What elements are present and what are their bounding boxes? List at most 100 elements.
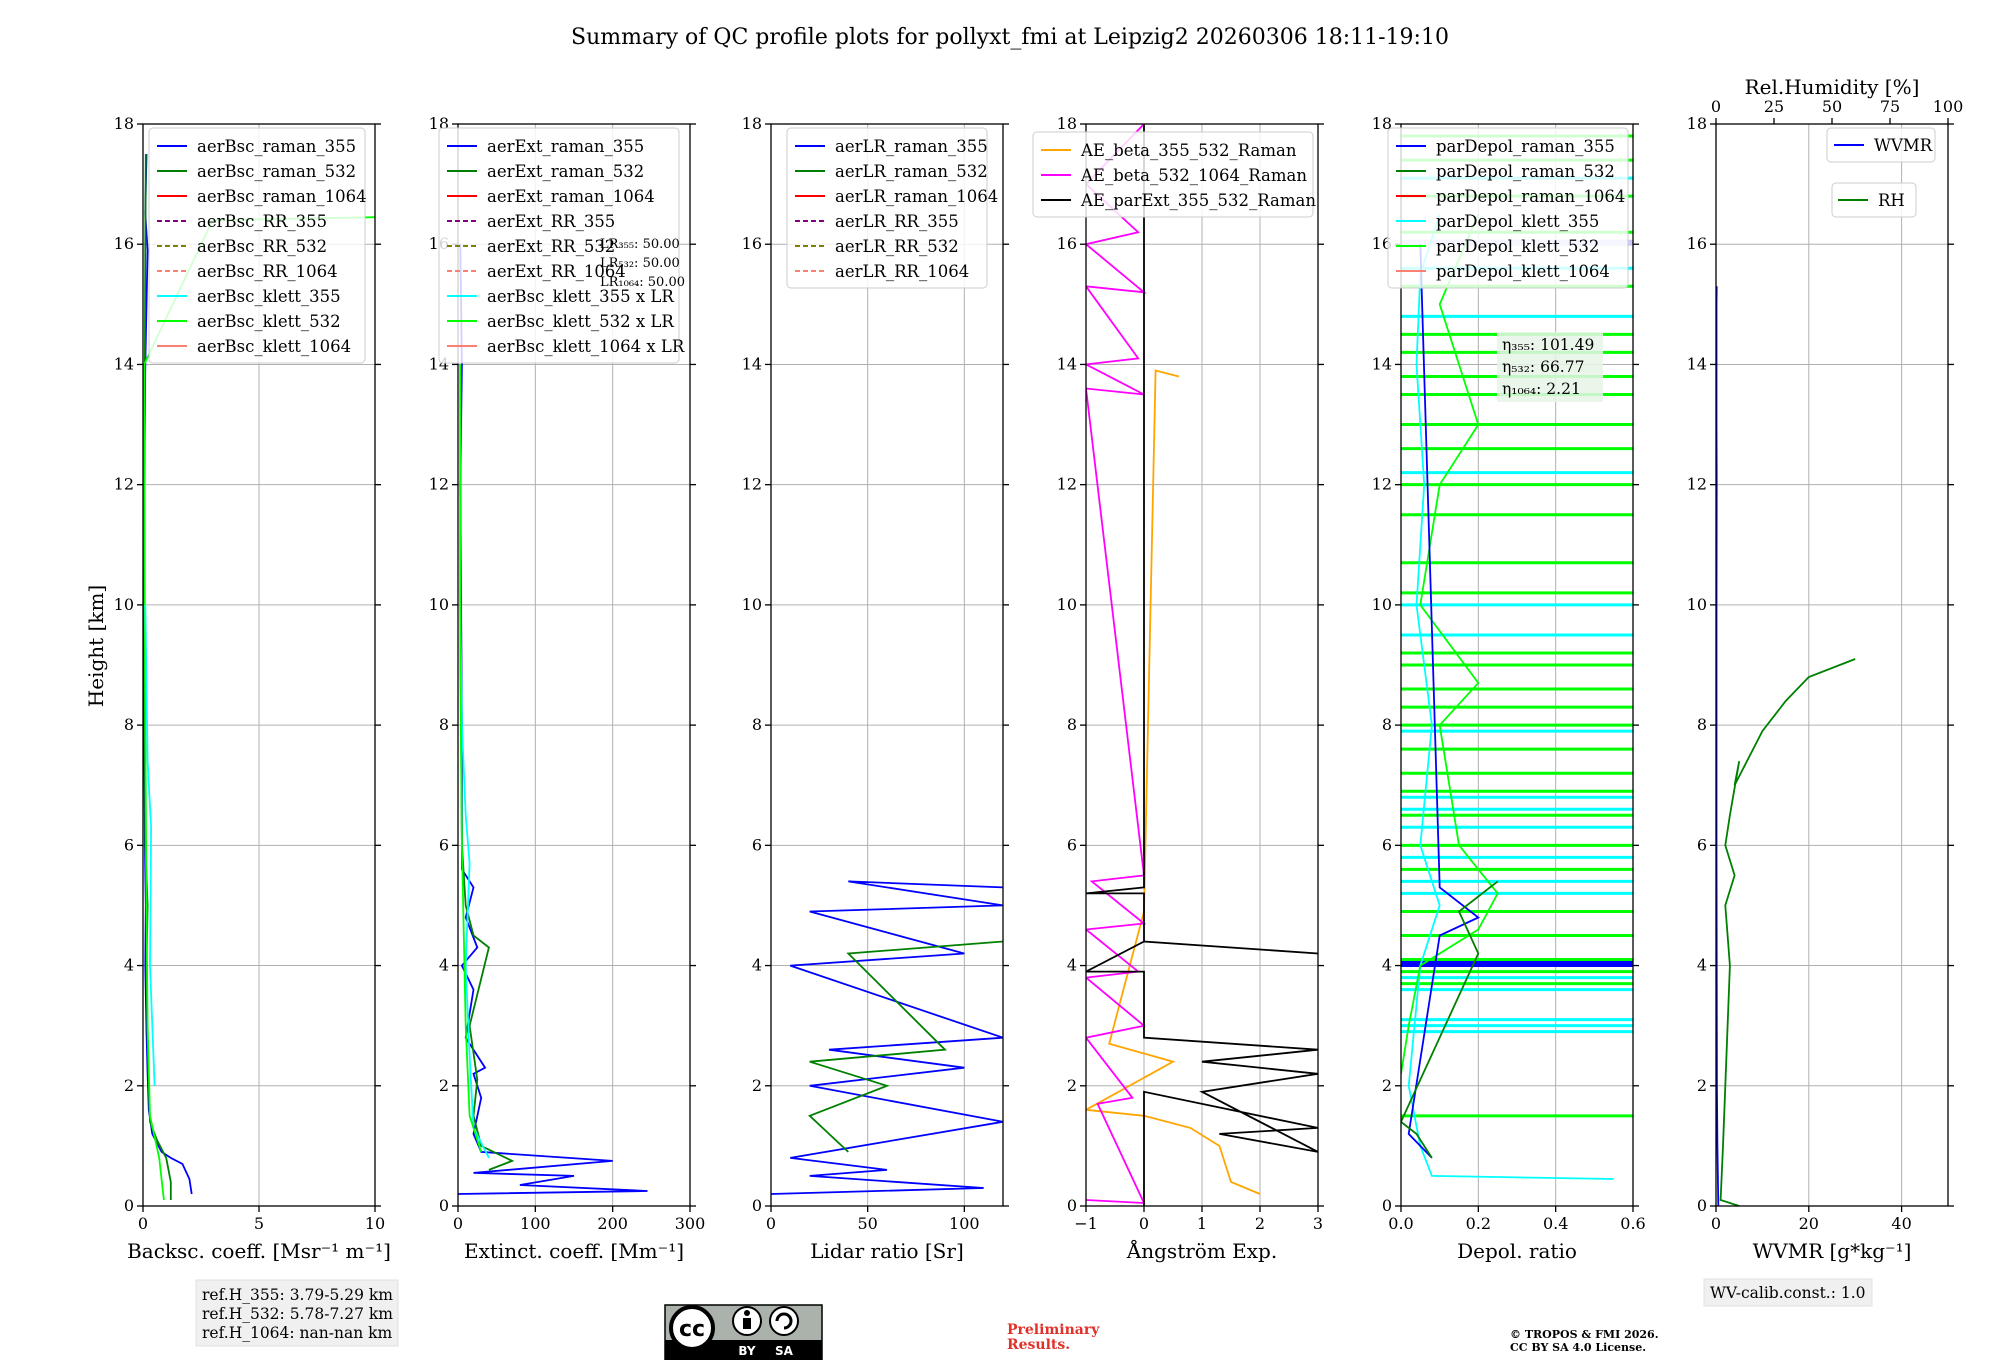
- legend-entry: aerBsc_klett_355 x LR: [487, 287, 674, 306]
- y-tick-label: 0: [124, 1196, 134, 1215]
- series-aerLR_raman_532: [808, 940, 1003, 1153]
- x-axis-label-wv: WVMR [g*kg⁻¹]: [1753, 1239, 1912, 1263]
- legend-box: [438, 127, 680, 364]
- legend-entry: aerBsc_raman_1064: [197, 187, 367, 206]
- y-tick-label: 14: [1372, 354, 1392, 373]
- panel-ext: 0246810121416180100200300Extinct. coeff.…: [429, 114, 706, 1263]
- data-series-group: [771, 880, 1003, 1195]
- series-parDepol_klett_532: [1401, 213, 1499, 1074]
- legend-entry: parDepol_raman_532: [1436, 162, 1615, 181]
- legend-entry: aerLR_RR_1064: [835, 262, 969, 281]
- legend-entry: aerLR_raman_532: [835, 162, 988, 181]
- x-tick-label: 0.4: [1543, 1214, 1568, 1233]
- y-tick-label: 6: [124, 835, 134, 854]
- eta-note-box: [1497, 332, 1603, 402]
- legend-entry: parDepol_klett_1064: [1436, 262, 1610, 281]
- legend-entry: parDepol_raman_1064: [1436, 187, 1625, 206]
- legend-ext: aerExt_raman_355 aerExt_raman_532 aerExt_r…: [438, 127, 685, 364]
- y-tick-label: 12: [114, 475, 134, 494]
- y-tick-label: 14: [1687, 354, 1707, 373]
- y-tick-label: 18: [1687, 114, 1707, 133]
- top-x-tick-label: 25: [1764, 97, 1784, 116]
- legend-entry: aerLR_raman_355: [835, 137, 988, 156]
- legend-entry: aerExt_raman_1064: [487, 187, 655, 206]
- x-tick-label: 100: [949, 1214, 980, 1233]
- panel-bsc: 0 2 4 6 8 10 12 14 16 18 0 5 10 Backsc. coeff. [Msr⁻¹…: [114, 114, 391, 1263]
- legend-lr: aerLR_raman_355 aerLR_raman_532 aerLR_rama…: [786, 127, 998, 289]
- y-tick-label: 8: [1697, 715, 1707, 734]
- y-tick-label: 12: [1372, 475, 1392, 494]
- top-axis-label: Rel.Humidity [%]: [1745, 75, 1920, 99]
- cc-icon: cc: [679, 1317, 705, 1342]
- calib-note-box: [1703, 1278, 1873, 1307]
- axes-frame: [457, 123, 691, 1207]
- legend-entry: aerBsc_RR_355: [197, 212, 327, 231]
- legend-box: [148, 127, 366, 364]
- eta-note: η₃₅₅: 101.49: [1502, 336, 1594, 354]
- y-tick-label: 12: [742, 475, 762, 494]
- x-tick-label: 0: [1711, 1214, 1721, 1233]
- legend-entry: aerBsc_klett_532: [197, 312, 341, 331]
- legend-box: [1387, 127, 1629, 289]
- legend-entry: aerExt_RR_355: [487, 212, 615, 231]
- axes-frame: [770, 123, 1004, 1207]
- legend-dep: parDepol_raman_355 parDepol_raman_532 parD…: [1387, 127, 1629, 289]
- legend-entry: aerLR_RR_532: [835, 237, 959, 256]
- legend-entry: aerBsc_klett_1064: [197, 337, 351, 356]
- ref-height-355: ref.H_355: 3.79-5.29 km: [202, 1286, 393, 1304]
- y-tick-label: 6: [1067, 835, 1077, 854]
- legend-entry: WVMR: [1874, 136, 1933, 155]
- y-tick-label: 8: [752, 715, 762, 734]
- top-x-tick-label: 75: [1880, 97, 1900, 116]
- x-tick-label: 300: [675, 1214, 706, 1233]
- x-tick-label: 50: [857, 1214, 877, 1233]
- lr-note: LR₁₀₆₄: 50.00: [600, 275, 685, 290]
- y-tick-label: 0: [1067, 1196, 1077, 1215]
- legend-entry: RH: [1878, 191, 1905, 210]
- x-tick-label: 100: [520, 1214, 551, 1233]
- x-tick-label: 0.2: [1466, 1214, 1491, 1233]
- x-tick-label: 5: [254, 1214, 264, 1233]
- chart-title: Summary of QC profile plots for pollyxt_…: [571, 25, 1449, 50]
- preliminary-line-2: Results.: [1007, 1337, 1070, 1353]
- legend-entry: parDepol_klett_355: [1436, 212, 1599, 231]
- y-tick-label: 16: [1372, 234, 1392, 253]
- y-tick-label: 0: [1697, 1196, 1707, 1215]
- y-tick-label: 4: [1382, 956, 1392, 975]
- y-tick-label: 6: [1382, 835, 1392, 854]
- y-tick-label: 2: [1382, 1076, 1392, 1095]
- y-tick-label: 4: [1697, 956, 1707, 975]
- legend-entry: aerBsc_raman_355: [197, 137, 356, 156]
- series-AE_parExt_355_532_Raman: [1086, 124, 1318, 1206]
- y-tick-label: 14: [1057, 354, 1077, 373]
- x-tick-label: 2: [1255, 1214, 1265, 1233]
- legend-box: [786, 127, 988, 289]
- y-tick-label: 14: [742, 354, 762, 373]
- y-tick-label: 6: [1697, 835, 1707, 854]
- ref-height-1064: ref.H_1064: nan-nan km: [202, 1324, 393, 1342]
- y-tick-label: 6: [752, 835, 762, 854]
- series-RH: [1719, 658, 1856, 1206]
- y-tick-label: 18: [742, 114, 762, 133]
- legend-box: [1831, 182, 1917, 218]
- y-tick-label: 10: [742, 595, 762, 614]
- cc-license-badge: cc BY SA: [664, 1304, 823, 1360]
- series-aerBsc_klett_355: [144, 604, 156, 1086]
- y-tick-label: 16: [742, 234, 762, 253]
- legend-entry: AE_parExt_355_532_Raman: [1080, 191, 1316, 210]
- y-tick-label: 10: [429, 595, 449, 614]
- data-series-group: [458, 244, 648, 1195]
- legend-ae: AE_beta_355_532_Raman AE_beta_532_1064_Ra…: [1032, 131, 1316, 218]
- legend-entry: aerLR_RR_355: [835, 212, 959, 231]
- series-parDepol_raman_532: [1401, 880, 1499, 1159]
- y-tick-label: 6: [439, 835, 449, 854]
- ref-height-532: ref.H_532: 5.78-7.27 km: [202, 1305, 393, 1323]
- y-tick-label: 18: [1372, 114, 1392, 133]
- x-tick-label: 1: [1197, 1214, 1207, 1233]
- x-axis-label-ae: Ångström Exp.: [1126, 1238, 1277, 1263]
- y-tick-label: 12: [1687, 475, 1707, 494]
- legend-box: [1032, 131, 1314, 218]
